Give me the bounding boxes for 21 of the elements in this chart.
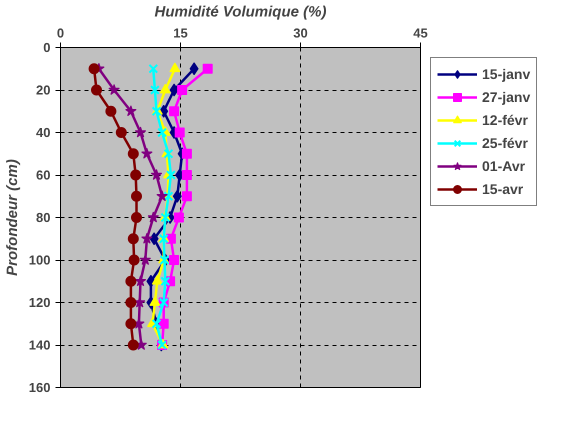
y-tick-label: 140 (28, 338, 51, 352)
y-tick-label: 60 (36, 168, 51, 182)
legend-label: 15-janv (482, 66, 530, 82)
y-axis-title: Profondeur (cm) (4, 159, 21, 276)
x-tick-label: 15 (173, 26, 188, 40)
y-tick-label: 40 (36, 125, 51, 140)
legend-label: 12-févr (482, 112, 528, 128)
y-tick-label: 160 (28, 380, 51, 395)
x-tick-label: 45 (413, 26, 428, 40)
y-tick-label: 0 (43, 40, 51, 55)
x-tick-label: 0 (56, 26, 64, 40)
y-tick-label: 20 (36, 82, 51, 98)
legend-label: 25-févr (482, 135, 528, 151)
x-tick-label: 30 (293, 26, 308, 40)
y-tick-label: 100 (28, 252, 51, 268)
y-tick-label: 80 (36, 210, 51, 225)
legend-label: 27-janv (482, 89, 530, 105)
y-tick-label: 120 (28, 295, 51, 310)
legend-label: 01-Avr (482, 158, 526, 174)
legend-label: 15-avr (482, 181, 524, 197)
x-axis-title: Humidité Volumique (%) (154, 4, 326, 20)
